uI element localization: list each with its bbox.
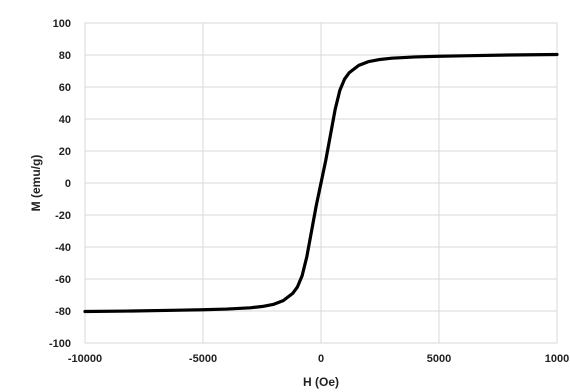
y-tick-label: 100 xyxy=(53,18,71,30)
y-tick-label: -40 xyxy=(55,242,71,254)
y-axis-title: M (emu/g) xyxy=(29,155,43,212)
y-tick-label: 20 xyxy=(59,146,71,158)
y-tick-label: -60 xyxy=(55,274,71,286)
y-tick-label: -100 xyxy=(49,338,71,350)
y-tick-label: -20 xyxy=(55,210,71,222)
y-axis-tick-labels: -100 -80 -60 -40 -20 0 20 40 60 80 100 xyxy=(49,18,71,350)
y-tick-label: -80 xyxy=(55,306,71,318)
series-layer xyxy=(83,52,559,314)
x-tick-label: 0 xyxy=(318,353,324,365)
x-axis-title: H (Oe) xyxy=(303,375,339,389)
x-tick-label: 5000 xyxy=(427,353,451,365)
y-tick-label: 0 xyxy=(65,178,71,190)
x-axis-tick-labels: -10000 -5000 0 5000 1000 xyxy=(68,353,569,365)
y-tick-label: 80 xyxy=(59,50,71,62)
x-tick-label: 1000 xyxy=(545,353,569,365)
y-tick-label: 40 xyxy=(59,114,71,126)
y-tick-label: 60 xyxy=(59,82,71,94)
x-tick-label: -10000 xyxy=(68,353,102,365)
magnetization-curve xyxy=(83,52,559,314)
x-tick-label: -5000 xyxy=(189,353,217,365)
